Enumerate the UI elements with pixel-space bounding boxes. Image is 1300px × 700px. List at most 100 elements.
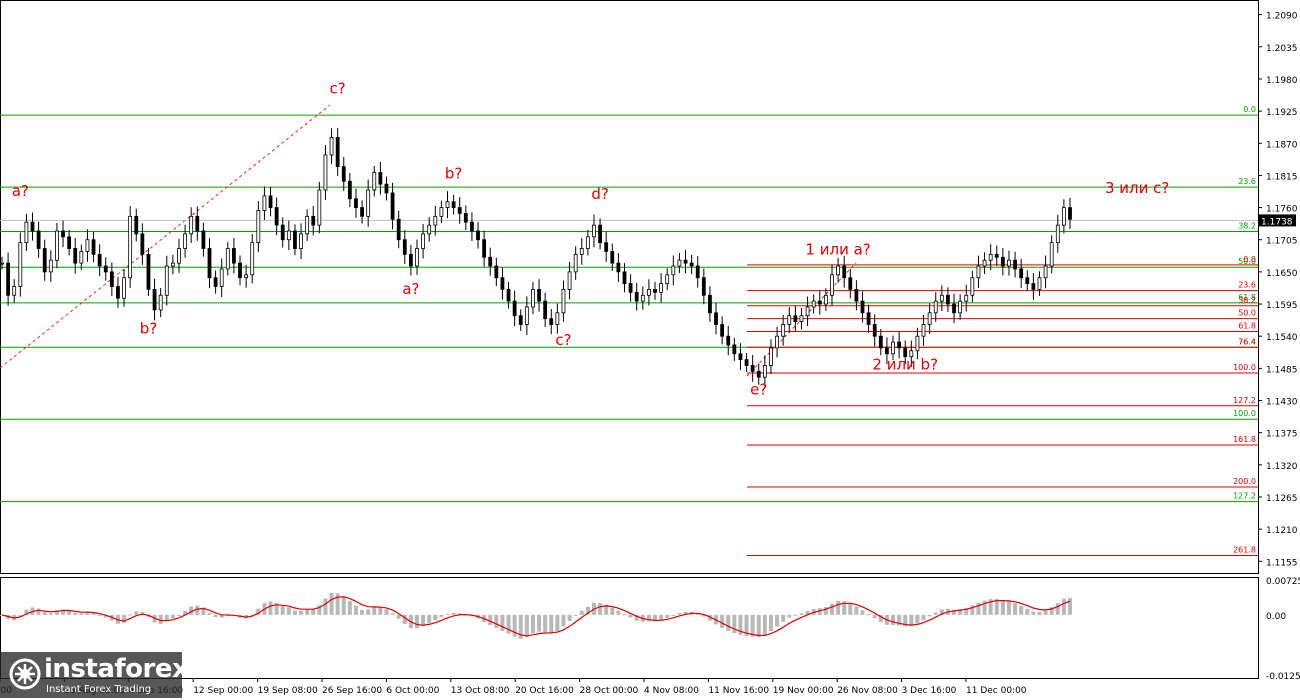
candle-body [488,256,493,267]
macd-histogram-bar [189,606,194,615]
candle-body [293,230,297,249]
candle-body [268,195,273,208]
macd-histogram-bar [201,607,206,615]
y-tick-label: 1.1155 [1266,558,1298,568]
candle-body [775,335,779,349]
candle-body [140,233,145,255]
candle-body [6,262,11,296]
macd-histogram-bar [170,614,175,619]
candle-body [317,189,322,226]
candle-body [128,215,133,279]
macd-histogram-bar [360,609,365,615]
candle-body [0,262,4,265]
candle-body [592,224,596,238]
candle-body [634,291,639,302]
candle-body [305,215,310,235]
macd-histogram-bar [775,614,780,627]
candle-body [341,166,346,182]
y-tick-label: 1.2035 [1266,44,1298,54]
candle-body [79,251,84,264]
candle-body [653,289,657,293]
fib-level-green-label: 76.4 [1238,337,1256,346]
macd-histogram-bar [622,614,627,616]
macd-histogram-bar [781,614,786,622]
y-tick-label: 1.1650 [1266,269,1298,279]
candle-body [720,324,725,337]
macd-histogram-bar [1061,598,1066,615]
macd-histogram-bar [317,605,322,615]
wave-label: 3 или c? [1105,179,1169,197]
candle-body [738,353,743,360]
candle-body [628,283,633,293]
macd-histogram-bar [323,598,328,615]
wave-label: 1 или a? [805,240,870,258]
candle-body [232,248,236,264]
wave-label: e? [750,381,767,399]
wave-label: a? [402,280,419,298]
candle-body [1007,259,1011,267]
macd-histogram-bar [964,607,969,615]
macd-histogram-bar [134,611,139,615]
candle-body [476,230,480,241]
candle-body [30,221,35,232]
candle-body [390,192,395,220]
macd-histogram-bar [1049,607,1054,615]
macd-histogram-bar [366,609,371,615]
candle-body [866,312,871,325]
y-tick-label: 1.1705 [1266,237,1298,247]
fib-level-red-label: 61.8 [1238,322,1256,331]
candle-body [982,259,987,267]
candle-body [1043,265,1048,279]
current-price-tag [1258,214,1296,227]
macd-tick-label: -0.0125 [1266,672,1300,682]
macd-histogram-bar [353,605,358,615]
macd-histogram-bar [427,614,432,624]
candle-body [988,253,993,261]
candle-body [360,207,364,217]
candle-body [1031,283,1036,290]
macd-histogram-bar [280,606,285,615]
macd-histogram-bar [512,614,517,637]
macd-histogram-bar [61,609,66,615]
x-tick-label: 28 Oct 00:00 [580,686,639,696]
candle-body [787,315,792,325]
x-tick-label: 20 Oct 16:00 [515,686,574,696]
candle-body [439,207,444,217]
trend-line-1 [0,104,331,369]
candle-body [225,248,230,270]
candle-body [457,207,462,214]
candle-body [36,230,41,249]
candle-body [402,239,407,255]
fib-level-green-label: 100.0 [1233,409,1256,418]
macd-histogram-bar [768,614,773,632]
macd-histogram-bar [848,603,853,615]
candle-body [506,289,511,302]
candle-body [549,318,554,325]
candle-body [830,274,834,296]
x-tick-label: 26 Sep 16:00 [322,686,382,696]
macd-histogram-bar [878,614,883,622]
candle-body [42,248,47,273]
candle-body [823,294,828,305]
candle-body [354,198,358,208]
candle-body [48,259,53,273]
candle-body [91,239,96,255]
candle-body [421,233,425,249]
logo-tagline: Instant Forex Trading [46,684,152,695]
candle-body [329,137,334,156]
candle-body [927,312,932,325]
macd-histogram-bar [866,614,871,616]
candle-body [616,262,621,273]
wave-label: c? [555,331,571,349]
macd-histogram-bar [732,614,737,634]
candle-body [976,265,981,279]
macd-histogram-bar [42,612,47,615]
candle-body [885,347,889,355]
candle-body [714,312,718,325]
candle-body [750,365,755,372]
y-tick-label: 1.1540 [1266,333,1298,343]
candle-body [817,300,822,305]
candle-body [958,300,963,314]
macd-histogram-bar [726,614,731,631]
macd-histogram-bar [628,614,633,618]
